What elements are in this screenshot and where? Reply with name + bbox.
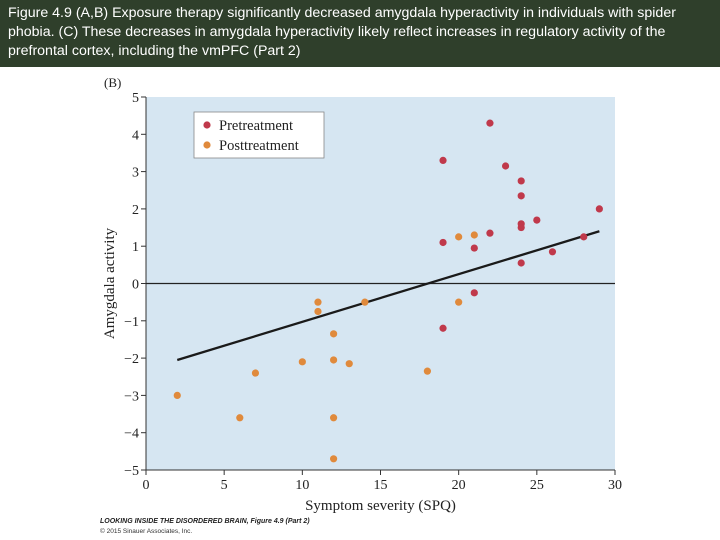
- pretreatment-point: [439, 238, 447, 247]
- y-tick-label: −1: [124, 315, 139, 330]
- x-tick-label: 5: [221, 478, 228, 493]
- pretreatment-point: [580, 233, 588, 241]
- posttreatment-point: [345, 360, 353, 368]
- x-tick-label: 10: [295, 478, 309, 493]
- y-tick-label: 1: [132, 240, 139, 255]
- legend-pretreatment-label: Pretreatment: [219, 118, 293, 134]
- y-tick-label: −4: [124, 427, 139, 442]
- posttreatment-point: [423, 367, 431, 375]
- x-tick-label: 0: [143, 478, 150, 493]
- y-tick-label: 3: [132, 166, 139, 181]
- pretreatment-point: [439, 324, 447, 332]
- pretreatment-point: [517, 259, 525, 267]
- pretreatment-point: [533, 216, 541, 224]
- posttreatment-point: [314, 298, 322, 306]
- pretreatment-point: [517, 223, 525, 232]
- posttreatment-point: [330, 356, 338, 364]
- x-axis-label: Symptom severity (SPQ): [305, 498, 456, 514]
- credit-book: LOOKING INSIDE THE DISORDERED BRAIN: [100, 518, 247, 525]
- posttreatment-point: [455, 298, 463, 306]
- pretreatment-point: [595, 205, 603, 213]
- posttreatment-point: [455, 233, 463, 241]
- credit-line: LOOKING INSIDE THE DISORDERED BRAIN, Fig…: [100, 518, 310, 525]
- regression-line: [176, 230, 600, 362]
- x-tick-label: 15: [374, 478, 388, 493]
- credit-figure: , Figure 4.9 (Part 2): [246, 518, 310, 525]
- posttreatment-point: [330, 414, 338, 422]
- posttreatment-point: [314, 307, 322, 316]
- posttreatment-point: [251, 369, 260, 377]
- x-tick-label: 20: [452, 478, 466, 493]
- pretreatment-point: [486, 229, 494, 237]
- x-tick-label: 30: [608, 478, 622, 493]
- posttreatment-point: [330, 330, 338, 338]
- pretreatment-point: [470, 289, 478, 297]
- copyright-line: © 2015 Sinauer Associates, Inc.: [100, 528, 193, 535]
- panel-label: (B): [104, 75, 121, 90]
- pretreatment-point: [486, 119, 494, 127]
- legend-posttreatment-label: Posttreatment: [219, 138, 299, 154]
- legend-posttreatment-marker: [203, 141, 211, 149]
- y-tick-label: 5: [132, 91, 139, 106]
- legend-box: [193, 111, 325, 159]
- y-tick-label: 0: [132, 278, 139, 293]
- posttreatment-point: [236, 414, 244, 422]
- y-tick-label: −2: [124, 352, 139, 367]
- posttreatment-point: [470, 231, 478, 239]
- posttreatment-point: [361, 298, 369, 306]
- posttreatment-point: [173, 391, 181, 399]
- pretreatment-point: [517, 192, 525, 200]
- pretreatment-point: [517, 177, 525, 185]
- pretreatment-point: [439, 156, 447, 165]
- pretreatment-point: [501, 162, 510, 170]
- figure-caption: Figure 4.9 (A,B) Exposure therapy signif…: [8, 5, 676, 59]
- y-tick-label: 2: [132, 203, 139, 218]
- legend-pretreatment-marker: [203, 121, 211, 129]
- pretreatment-point: [470, 244, 478, 252]
- posttreatment-point: [330, 455, 338, 463]
- x-tick-label: 25: [530, 478, 544, 493]
- legend: Pretreatment Posttreatment: [193, 111, 325, 159]
- y-tick-label: 4: [132, 128, 139, 143]
- caption-bar: Figure 4.9 (A,B) Exposure therapy signif…: [0, 0, 720, 67]
- posttreatment-point: [298, 358, 306, 366]
- y-axis-label: Amygdala activity: [102, 227, 118, 339]
- y-tick-label: −5: [124, 464, 139, 479]
- y-tick-label: −3: [124, 389, 139, 404]
- pretreatment-point: [548, 248, 557, 256]
